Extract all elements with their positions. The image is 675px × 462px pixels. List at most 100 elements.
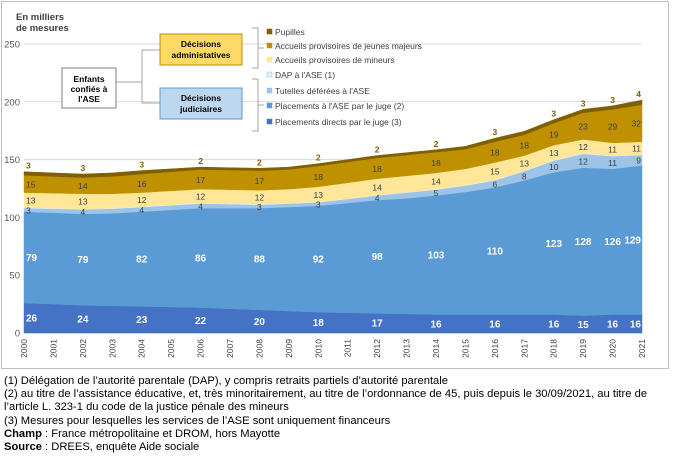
diagram-bracket-judicial <box>252 78 264 132</box>
data-label: 16 <box>137 179 147 189</box>
data-label: 123 <box>545 239 562 250</box>
data-label: 4 <box>636 89 641 99</box>
area-layer <box>23 99 643 334</box>
data-label: 3 <box>610 95 615 105</box>
data-label: 128 <box>575 237 592 248</box>
x-tick-label: 2000 <box>19 339 29 358</box>
legend-swatch <box>266 56 273 63</box>
data-label: 129 <box>624 235 641 246</box>
x-tick-label: 2008 <box>254 339 264 358</box>
admin-box-label: Décisions administatives <box>171 39 230 60</box>
data-label: 98 <box>372 252 384 263</box>
data-label: 88 <box>254 255 266 266</box>
x-tick-label: 2014 <box>431 339 441 358</box>
x-tick-label: 2009 <box>284 339 294 358</box>
data-label: 3 <box>551 109 556 119</box>
x-tick-label: 2016 <box>490 339 500 358</box>
source-text: : DREES, enquête Aide sociale <box>41 441 200 454</box>
data-label: 23 <box>578 122 588 132</box>
legend-swatch <box>266 87 273 94</box>
data-label: 2 <box>257 157 262 167</box>
data-label: 79 <box>77 255 89 266</box>
admin-box <box>159 33 243 66</box>
data-label: 16 <box>607 319 619 330</box>
legend: Pupilles Accueils provisoires de jeunes m… <box>266 27 422 127</box>
y-axis-title-line2: de mesures <box>16 23 69 34</box>
data-label: 13 <box>314 190 324 200</box>
legend-swatch <box>266 28 273 35</box>
footnote-1: (1) Délégation de l’autorité parentale (… <box>4 375 448 387</box>
data-label: 23 <box>136 315 148 326</box>
data-label: 12 <box>578 156 588 166</box>
footnote-3: (3) Mesures pour lesquelles les services… <box>4 414 391 427</box>
legend-entry: Accueils provisoires de mineurs <box>275 55 395 65</box>
data-label: 110 <box>487 246 504 257</box>
legend-entry: Accueils provisoires de jeunes majeurs <box>275 41 422 51</box>
y-tick-label: 250 <box>4 40 20 51</box>
source-label: Source <box>4 441 42 454</box>
x-tick-label: 2006 <box>196 339 206 358</box>
y-tick-label: 200 <box>4 97 20 108</box>
data-label: 12 <box>255 193 265 203</box>
data-label: 14 <box>372 182 382 192</box>
y-tick-label: 0 <box>15 329 20 340</box>
data-label: 3 <box>26 161 31 171</box>
x-tick-label: 2019 <box>578 339 588 358</box>
chart-frame: 26 24 23 22 20 18 17 16 16 16 15 16 16 79 79 82 86 88 92 98… <box>1 1 669 369</box>
data-label: 12 <box>196 192 206 202</box>
data-label: 11 <box>608 145 617 155</box>
judicial-box-label: Décisions judiciaires <box>179 93 222 114</box>
axis-layer: En milliers de mesures 0 50 100 150 200 250 20… <box>4 12 647 358</box>
legend-swatch <box>266 71 273 78</box>
data-label: 15 <box>490 167 500 177</box>
data-label: 79 <box>26 253 38 264</box>
data-label: 126 <box>604 237 621 248</box>
data-label: 14 <box>431 176 441 186</box>
data-label: 24 <box>77 315 89 326</box>
data-label: 18 <box>314 172 324 182</box>
data-label: 3 <box>316 200 321 210</box>
data-label: 3 <box>26 205 31 215</box>
x-tick-label: 2011 <box>343 339 353 358</box>
data-label: 5 <box>434 188 439 198</box>
data-label: 16 <box>630 319 642 330</box>
data-label: 3 <box>80 163 85 173</box>
data-label: 3 <box>492 127 497 137</box>
x-tick-label: 2005 <box>166 339 176 358</box>
root-box <box>61 67 117 109</box>
y-tick-label: 50 <box>9 271 20 282</box>
data-label: 15 <box>26 179 36 189</box>
data-label: 2 <box>434 139 439 149</box>
data-label: 18 <box>490 148 500 158</box>
data-label: 6 <box>492 179 497 189</box>
data-label: 15 <box>578 320 590 331</box>
data-label: 3 <box>581 98 586 108</box>
x-tick-label: 2017 <box>519 339 529 358</box>
data-label: 26 <box>26 313 38 324</box>
legend-entry: Placements directs par le juge (3) <box>275 117 402 127</box>
data-label: 3 <box>257 202 262 212</box>
y-tick-label: 100 <box>4 213 20 224</box>
data-label: 10 <box>549 162 559 172</box>
x-tick-label: 2020 <box>608 339 618 358</box>
data-label: 12 <box>578 142 588 152</box>
data-label: 13 <box>520 159 530 169</box>
data-label: 9 <box>636 156 641 166</box>
legend-entry: Placements à l'ASE par le juge (2) <box>275 101 404 111</box>
data-label: 92 <box>313 255 325 266</box>
data-label: 82 <box>136 255 148 266</box>
legend-swatch <box>266 118 273 125</box>
data-label: 4 <box>198 201 203 211</box>
data-label: 13 <box>78 197 88 207</box>
x-tick-label: 2021 <box>637 339 647 358</box>
data-label: 20 <box>254 317 266 328</box>
diagram-bracket-admin <box>252 27 264 69</box>
x-tick-label: 2010 <box>313 339 323 358</box>
diagram-connector <box>115 49 160 104</box>
root-box-label: Enfants confiés à l'ASE <box>71 74 108 104</box>
champ-line: Champ : France métropolitaine et DROM, h… <box>4 428 672 441</box>
legend-entry: Pupilles <box>275 27 305 37</box>
legend-entry: DAP à l'ASE (1) <box>275 70 335 80</box>
data-label: 13 <box>26 196 36 206</box>
data-label: 8 <box>522 171 527 181</box>
